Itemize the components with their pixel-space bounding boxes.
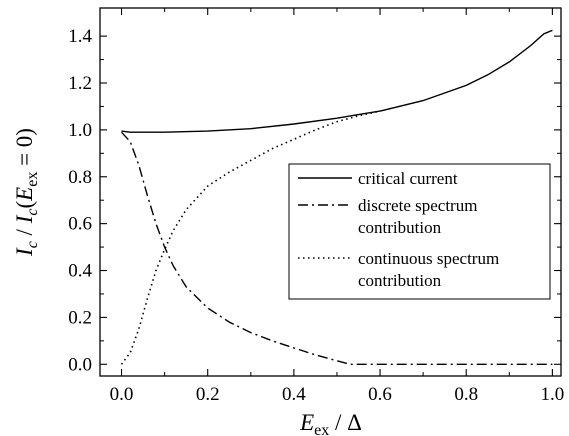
x-tick-label: 1.0 (541, 384, 565, 405)
series-critical-current (121, 29, 553, 133)
legend: critical current discrete spectrum contrib… (288, 163, 551, 300)
x-tick-label: 0.4 (282, 384, 306, 405)
y-tick-label: 0.6 (68, 214, 92, 235)
x-tick-label: 0.2 (196, 384, 220, 405)
legend-box (288, 163, 551, 300)
tick-labels-group: 0.0 0.2 0.4 0.6 0.8 1.0 0.0 0.2 0.4 0.6 0.8 1.0 1.2 1… (68, 26, 564, 405)
legend-items: critical current discrete spectrum contrib… (298, 169, 499, 290)
y-tick-label: 0.8 (68, 167, 92, 188)
x-tick-label: 0.0 (110, 384, 134, 405)
y-tick-label: 1.4 (68, 26, 92, 47)
series-continuous-spectrum (120, 110, 381, 365)
y-tick-label: 0.2 (68, 307, 92, 328)
y-tick-label: 1.0 (68, 120, 92, 141)
legend-label: discrete spectrum contribution (358, 196, 477, 237)
y-axis-label: Ic / Ic(Eex = 0) (12, 128, 41, 257)
legend-label: continuous spectrum contribution (358, 249, 499, 290)
y-tick-label: 1.2 (68, 73, 92, 94)
plot-frame (99, 7, 562, 377)
legend-label: critical current (358, 169, 458, 188)
y-tick-label: 0.4 (68, 261, 92, 282)
y-tick-label: 0.0 (68, 354, 92, 375)
x-tick-label: 0.6 (368, 384, 392, 405)
series-layer (120, 29, 553, 365)
series-discrete-spectrum (120, 131, 553, 365)
x-tick-label: 0.8 (454, 384, 478, 405)
ticks-group (100, 8, 561, 376)
x-axis-label: Eex / Δ (299, 410, 362, 436)
